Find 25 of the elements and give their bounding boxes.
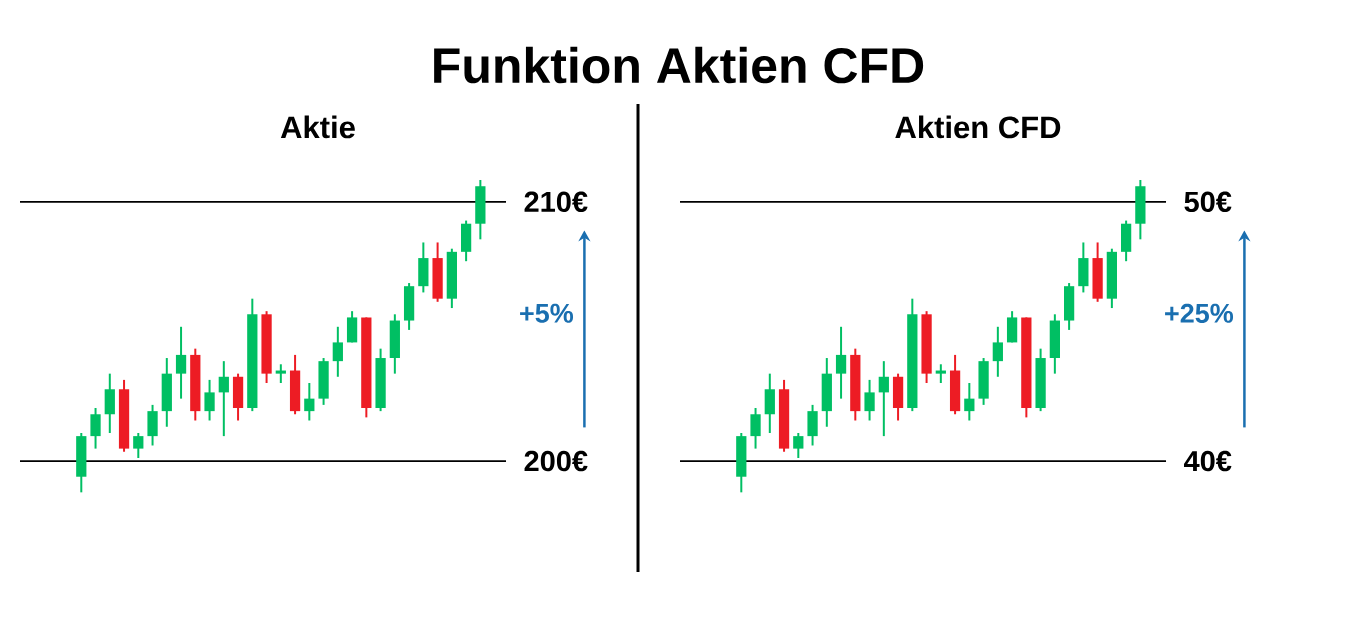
- candlestick: [964, 382, 975, 422]
- candlestick: [332, 325, 343, 378]
- candlestick: [835, 325, 847, 400]
- candlestick: [133, 432, 144, 459]
- ref-line-label: 200€: [524, 450, 588, 472]
- ref-line-label: 210€: [524, 191, 588, 213]
- candlestick: [793, 432, 804, 459]
- candlestick: [218, 360, 229, 438]
- chart-subtitle: Aktie: [280, 115, 355, 139]
- text: +5%: [520, 303, 574, 323]
- candlestick: [935, 363, 946, 385]
- chart-subtitle: Aktien CFD: [895, 115, 1061, 139]
- text: +25%: [1165, 303, 1234, 323]
- candlestick: [175, 325, 187, 400]
- candlestick: [275, 363, 286, 385]
- candlestick: [90, 407, 101, 450]
- candlestick: [878, 360, 889, 438]
- text: Funktion Aktien CFD: [434, 46, 924, 84]
- candlestick: [304, 382, 315, 422]
- candlestick: [864, 378, 875, 422]
- ref-line-label: 40€: [1183, 450, 1232, 472]
- candlestick: [750, 407, 761, 450]
- candlestick: [992, 325, 1003, 378]
- candlestick: [204, 378, 215, 422]
- ref-line-label: 50€: [1184, 191, 1232, 213]
